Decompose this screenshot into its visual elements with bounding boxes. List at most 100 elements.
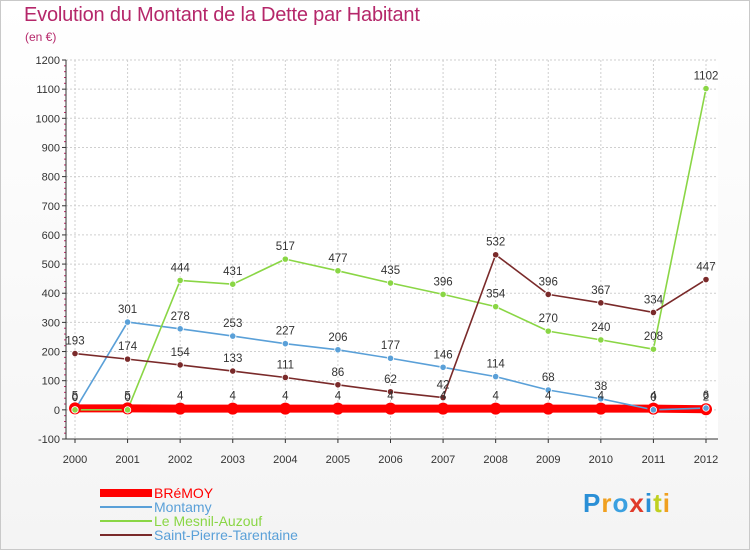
data-label: 532 bbox=[486, 237, 505, 249]
data-label: 6 bbox=[703, 390, 709, 402]
data-point bbox=[386, 388, 395, 396]
data-point bbox=[174, 402, 187, 415]
logo-letter: i bbox=[644, 488, 654, 518]
data-label: 240 bbox=[591, 322, 610, 334]
data-label: 4 bbox=[387, 391, 394, 403]
data-label: 227 bbox=[276, 326, 295, 338]
y-tick-label: 1000 bbox=[36, 113, 60, 125]
data-point bbox=[176, 325, 184, 333]
data-label: 4 bbox=[650, 391, 657, 403]
data-point bbox=[437, 402, 450, 415]
data-label: 146 bbox=[433, 349, 452, 361]
data-point bbox=[281, 255, 289, 263]
legend-item: BRéMOY bbox=[100, 486, 298, 500]
data-point bbox=[279, 402, 292, 415]
data-point bbox=[123, 318, 132, 326]
data-label: 4 bbox=[440, 391, 447, 403]
data-label: 4 bbox=[598, 391, 605, 403]
data-point bbox=[597, 299, 605, 307]
data-point bbox=[71, 349, 79, 358]
data-point bbox=[489, 402, 502, 415]
data-point bbox=[649, 308, 658, 317]
data-label: 206 bbox=[328, 332, 347, 344]
data-point bbox=[281, 340, 289, 348]
logo-letter: r bbox=[601, 488, 613, 518]
legend: BRéMOY Montamy Le Mesnil-Auzouf Saint-Pi… bbox=[100, 486, 298, 542]
data-label: 114 bbox=[486, 359, 505, 371]
data-label: 208 bbox=[644, 331, 663, 343]
chart-title: Evolution du Montant de la Dette par Hab… bbox=[24, 4, 420, 26]
data-label: 0 bbox=[650, 392, 656, 404]
x-tick-label: 2005 bbox=[326, 454, 350, 466]
plot-area bbox=[66, 60, 718, 439]
legend-swatch-mesnil bbox=[100, 520, 152, 522]
y-tick-label: -100 bbox=[38, 434, 60, 446]
data-point bbox=[702, 404, 710, 412]
x-tick-label: 2004 bbox=[273, 454, 297, 466]
data-label: 4 bbox=[545, 391, 552, 403]
data-label: 354 bbox=[486, 289, 506, 301]
data-point bbox=[649, 345, 658, 353]
data-label: 5 bbox=[124, 390, 130, 402]
data-label: 4 bbox=[177, 391, 184, 403]
legend-label-mesnil: Le Mesnil-Auzouf bbox=[154, 513, 263, 529]
x-tick-label: 2009 bbox=[536, 454, 560, 466]
data-label: 86 bbox=[332, 367, 345, 379]
data-label: 111 bbox=[277, 359, 294, 371]
legend-item: Saint-Pierre-Tarentaine bbox=[100, 528, 298, 542]
logo-letter: t bbox=[653, 488, 663, 518]
data-label: 253 bbox=[223, 318, 242, 330]
logo-letter: o bbox=[612, 488, 630, 518]
data-point bbox=[123, 406, 132, 414]
data-point bbox=[702, 275, 710, 284]
data-label: 4 bbox=[492, 391, 499, 403]
data-point bbox=[544, 290, 552, 298]
data-point bbox=[597, 336, 605, 344]
data-point bbox=[492, 373, 500, 381]
data-label: 447 bbox=[696, 262, 715, 274]
data-point bbox=[544, 327, 552, 335]
data-label: 270 bbox=[539, 313, 558, 325]
legend-swatch-saint-pierre bbox=[100, 534, 152, 536]
data-point bbox=[492, 303, 500, 311]
y-tick-label: 100 bbox=[42, 376, 60, 388]
data-label: 4 bbox=[335, 391, 342, 403]
data-point bbox=[281, 373, 289, 382]
legend-item: Le Mesnil-Auzouf bbox=[100, 514, 298, 528]
data-point bbox=[386, 279, 395, 287]
data-label: 174 bbox=[118, 341, 138, 353]
y-tick-label: 600 bbox=[42, 230, 60, 242]
data-label: 4 bbox=[230, 391, 237, 403]
data-point bbox=[176, 276, 184, 285]
data-point bbox=[123, 355, 132, 363]
legend-label-bremoy: BRéMOY bbox=[154, 485, 214, 501]
data-label: 62 bbox=[384, 374, 397, 386]
data-label: 301 bbox=[118, 304, 137, 316]
data-label: 5 bbox=[72, 390, 78, 402]
data-point bbox=[334, 381, 342, 389]
legend-swatch-montamy bbox=[100, 506, 152, 508]
data-label: 477 bbox=[328, 253, 347, 265]
data-point bbox=[384, 402, 397, 415]
data-point bbox=[492, 251, 500, 259]
legend-label-montamy: Montamy bbox=[154, 499, 212, 515]
y-tick-label: 800 bbox=[42, 172, 60, 184]
data-label: 42 bbox=[437, 380, 450, 392]
chart-subtitle: (en €) bbox=[25, 30, 57, 44]
y-tick-label: 400 bbox=[42, 288, 60, 300]
x-tick-label: 2006 bbox=[378, 454, 402, 466]
data-point bbox=[334, 346, 342, 354]
x-tick-label: 2007 bbox=[431, 454, 455, 466]
data-point bbox=[334, 267, 342, 275]
data-label: 154 bbox=[171, 347, 191, 359]
data-label: 0 bbox=[124, 392, 130, 404]
data-label: 367 bbox=[591, 285, 610, 297]
data-label: 68 bbox=[542, 372, 555, 384]
data-label: 517 bbox=[276, 241, 295, 253]
proxiti-logo: Proxiti bbox=[583, 488, 671, 519]
data-label: 0 bbox=[72, 392, 78, 404]
logo-letter: P bbox=[583, 488, 602, 518]
data-point bbox=[597, 395, 605, 403]
data-point bbox=[649, 406, 658, 414]
